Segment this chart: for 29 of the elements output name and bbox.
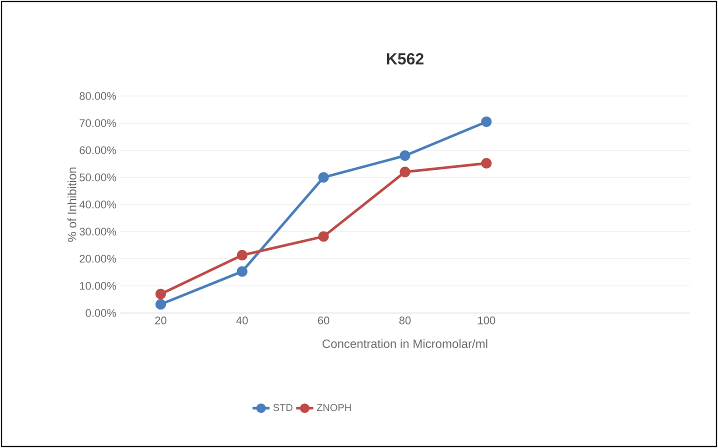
point (236, 266, 248, 277)
x-tick-label: 40 (236, 316, 248, 324)
y-tick-label: 30.00% (80, 228, 116, 236)
y-tick-label: 0.00% (86, 309, 116, 317)
point (155, 299, 166, 310)
x-tick-label: 80 (399, 316, 411, 324)
point (155, 288, 166, 300)
y-tick-label: 10.00% (80, 282, 116, 290)
x-tick-label: 60 (318, 316, 330, 324)
y-tick-label: 80.00% (80, 92, 116, 100)
point (481, 116, 492, 128)
legend-label: STD (273, 404, 292, 412)
y-tick-label: 70.00% (80, 119, 116, 128)
legend-label: ZNOPH (316, 404, 351, 412)
point (318, 172, 329, 183)
chart-title: K562 (386, 53, 424, 64)
point (236, 250, 248, 261)
point (318, 231, 329, 242)
x-tick-label: 100 (478, 316, 496, 324)
x-tick-label: 20 (155, 316, 166, 324)
y-axis-title: % of Inhibition (67, 168, 76, 242)
y-tick-label: 50.00% (80, 173, 116, 182)
point (481, 158, 492, 169)
y-tick-label: 40.00% (79, 200, 116, 208)
point (400, 166, 410, 178)
y-tick-label: 60.00% (80, 146, 116, 154)
y-tick-label: 20.00% (80, 254, 116, 263)
x-axis-title: Concentration in Micromolar/ml (322, 339, 488, 348)
point (400, 150, 410, 161)
